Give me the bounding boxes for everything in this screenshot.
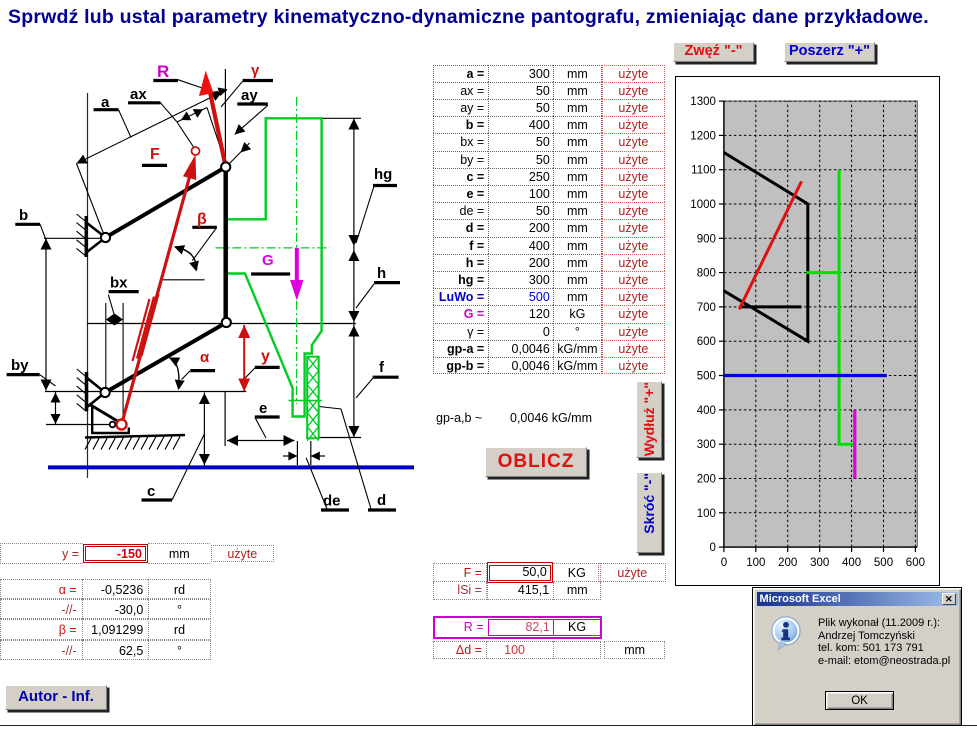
svg-text:β: β: [197, 211, 207, 228]
svg-text:100: 100: [696, 508, 715, 520]
svg-text:300: 300: [696, 440, 715, 452]
svg-text:f: f: [379, 359, 385, 376]
svg-text:1100: 1100: [691, 165, 716, 177]
svg-text:y: y: [261, 348, 270, 365]
svg-text:0: 0: [720, 557, 726, 569]
svg-text:de: de: [323, 493, 341, 510]
svg-text:c: c: [147, 483, 155, 500]
svg-text:300: 300: [810, 557, 829, 569]
svg-text:600: 600: [905, 557, 924, 569]
svg-text:1000: 1000: [690, 199, 716, 211]
svg-text:800: 800: [696, 268, 715, 280]
svg-text:α: α: [200, 349, 210, 366]
svg-text:ax: ax: [130, 86, 147, 103]
svg-text:a: a: [101, 94, 110, 111]
svg-text:hg: hg: [374, 166, 392, 183]
svg-text:900: 900: [696, 234, 715, 246]
svg-text:200: 200: [778, 557, 797, 569]
svg-text:by: by: [11, 357, 29, 374]
svg-text:200: 200: [696, 474, 715, 486]
svg-text:F: F: [150, 146, 160, 163]
svg-text:h: h: [377, 265, 386, 282]
svg-text:G: G: [262, 252, 274, 269]
svg-text:100: 100: [746, 557, 765, 569]
svg-text:bx: bx: [110, 275, 128, 292]
svg-text:γ: γ: [251, 62, 260, 79]
svg-text:ay: ay: [241, 87, 258, 104]
svg-text:R: R: [157, 62, 169, 81]
svg-text:600: 600: [696, 337, 715, 349]
svg-text:500: 500: [873, 557, 892, 569]
svg-text:500: 500: [696, 371, 715, 383]
svg-text:700: 700: [696, 302, 715, 314]
svg-text:d: d: [377, 492, 386, 509]
svg-text:0: 0: [709, 542, 715, 554]
svg-text:e: e: [259, 400, 267, 417]
svg-text:400: 400: [842, 557, 861, 569]
svg-text:b: b: [19, 207, 28, 224]
svg-text:1200: 1200: [690, 131, 716, 143]
svg-text:400: 400: [696, 405, 715, 417]
svg-text:1300: 1300: [690, 96, 716, 108]
